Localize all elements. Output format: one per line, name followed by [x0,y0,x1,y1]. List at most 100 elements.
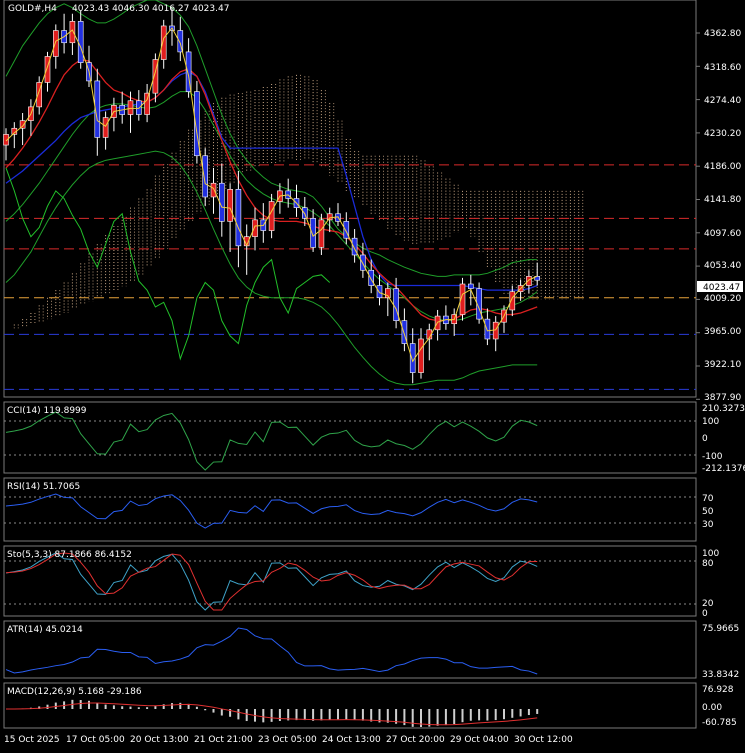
bull-candle [160,25,167,60]
bull-candle [227,189,233,222]
bear-candle [376,285,383,299]
price-tick: 4318.60 [704,63,741,73]
bear-candle [343,221,350,239]
sto-tick: 20 [702,599,714,609]
bull-candle [210,182,217,198]
sto-tick: 100 [702,549,719,559]
bear-candle [235,189,242,247]
time-label: 17 Oct 05:00 [66,735,125,745]
bull-candle [19,120,26,129]
macd-panel-frame [3,682,697,729]
rsi-line [5,493,538,529]
bull-candle [418,338,424,373]
atr-tick: 75.9665 [702,624,739,634]
last-price-text: 4023.47 [703,283,740,293]
cci-tick: -100 [702,452,723,462]
ohlc-label: 4023.43 4046.30 4016.27 4023.47 [72,4,229,14]
symbol-label: GOLD#,H4 [8,4,57,14]
bull-candle [492,321,499,340]
bull-candle [44,56,51,83]
bear-candle [310,218,316,248]
price-tick: 4009.20 [704,294,741,304]
bull-candle [144,92,150,115]
last-price-tag [697,281,743,292]
atr-panel-frame [3,620,697,679]
sto-label: Sto(5,3,3) 87.1866 86.4152 [7,550,132,560]
bull-candle [384,288,391,299]
bear-candle [177,30,184,53]
axis-layer [696,32,700,400]
price-tick: 3922.10 [704,360,741,370]
bull-candle [459,283,466,315]
bull-candle [326,213,333,221]
bull-candle [426,329,433,340]
price-tick: 4230.20 [704,129,741,139]
cci-tick: 210.3273 [702,404,745,414]
bull-candle [52,30,59,57]
bear-candle [484,318,491,340]
bear-candle [351,237,358,256]
cci-panel-frame [3,401,697,474]
bear-candle [368,269,375,286]
bear-candle [185,51,192,92]
time-label: 30 Oct 12:00 [514,735,573,745]
price-tick: 3965.00 [704,327,741,337]
bull-candle [268,201,275,231]
price-tick: 4186.00 [704,162,741,172]
bull-candle [526,276,532,286]
time-label: 29 Oct 04:00 [450,735,509,745]
macd-tick: 0.00 [702,703,722,713]
kijun-line [5,71,538,291]
time-label: 27 Oct 20:00 [386,735,445,745]
indicator-layer [4,411,696,727]
sto-tick: 80 [702,559,714,569]
time-label: 21 Oct 21:00 [194,735,253,745]
time-label: 15 Oct 2025 [4,735,60,745]
rsi-tick: 30 [702,520,714,530]
rsi-tick: 50 [702,507,714,517]
cci-label: CCI(14) 119.8999 [7,406,87,416]
bull-candle [36,82,43,108]
price-tick: 4362.80 [704,29,741,39]
bear-candle [77,21,84,63]
atr-line [5,627,538,675]
cci-tick: 100 [702,417,719,427]
cci-tick: -212.1376 [702,464,745,474]
bull-candle [318,219,325,248]
sto-signal-line [5,552,538,611]
bear-candle [467,283,474,289]
atr-label: ATR(14) 45.0214 [7,625,83,635]
rsi-panel-frame [3,477,697,542]
cci-line [5,411,538,471]
bear-candle [401,320,408,344]
bull-candle [102,117,109,138]
sto-tick: 0 [702,609,708,619]
price-tick: 4053.40 [704,261,741,271]
chikou-line [5,167,331,361]
rsi-tick: 70 [702,494,714,504]
price-tick: 4274.40 [704,96,741,106]
macd-signal-line [5,702,538,726]
sto-panel-frame [3,545,697,617]
bull-candle [3,134,9,146]
bull-candle [69,21,76,44]
rsi-label: RSI(14) 51.7065 [7,482,80,492]
bull-candle [152,59,159,94]
time-label: 23 Oct 05:00 [258,735,317,745]
envelope-lower-line [5,150,538,386]
macd-tick: -60.785 [702,718,737,728]
tenkan-line [5,58,538,322]
macd-tick: 76.928 [702,685,734,695]
bear-candle [136,100,142,115]
cci-tick: 0 [702,434,708,444]
price-tick: 4097.60 [704,229,741,239]
time-label: 24 Oct 13:00 [322,735,381,745]
price-tick: 4141.80 [704,195,741,205]
envelope-upper-line [5,0,538,277]
bear-candle [94,80,101,138]
price-signal-line [5,27,538,363]
bear-candle [202,155,208,198]
time-label: 20 Oct 13:00 [130,735,189,745]
